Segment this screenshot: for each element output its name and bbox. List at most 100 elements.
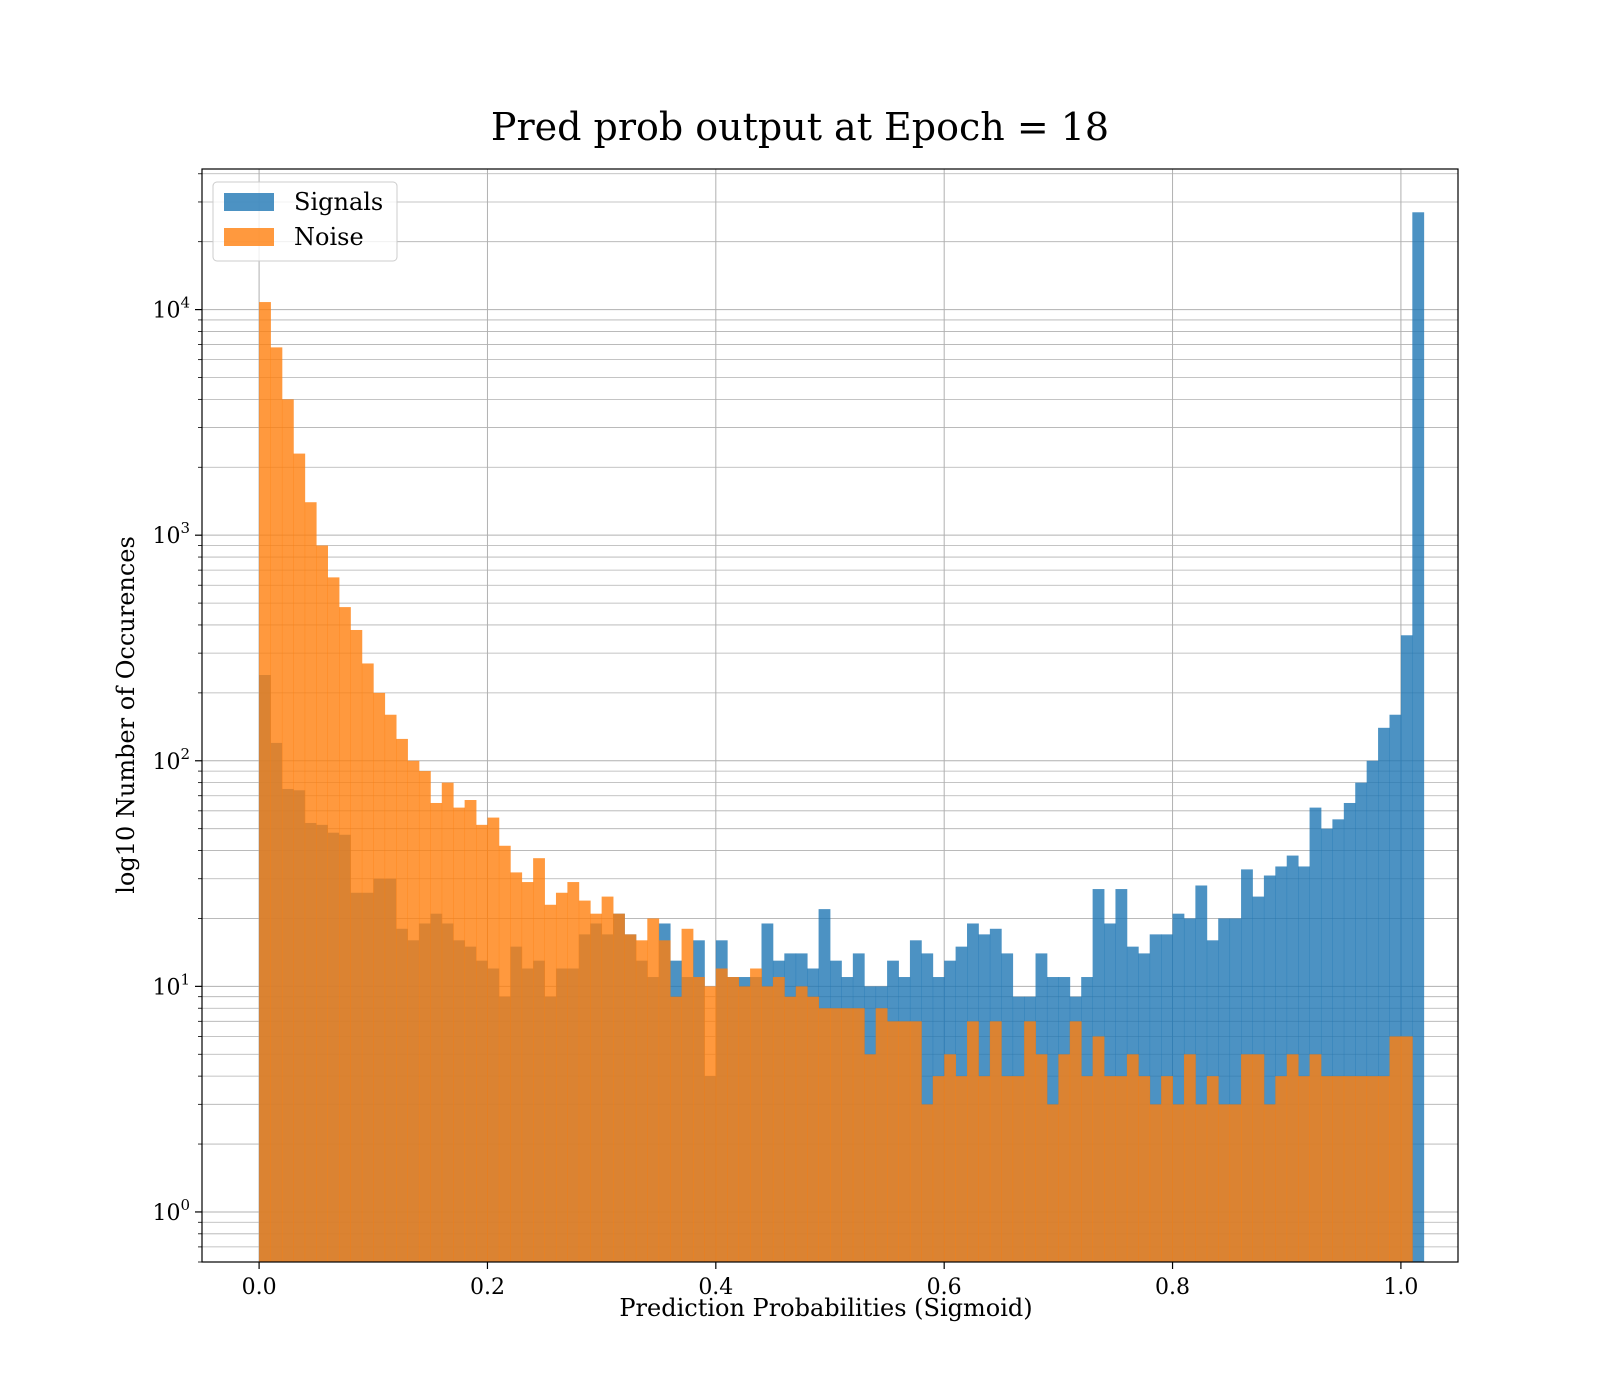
bar-noise xyxy=(978,1076,991,1262)
bar-noise xyxy=(613,913,625,1262)
bar-noise xyxy=(281,399,294,1262)
bar-noise xyxy=(738,986,751,1262)
bar-signals xyxy=(1298,866,1310,1262)
bar-noise xyxy=(864,1054,877,1262)
bar-noise xyxy=(1355,1076,1368,1262)
bar-signals xyxy=(1412,212,1425,1262)
bar-noise xyxy=(430,802,443,1262)
bar-noise xyxy=(704,986,717,1262)
bar-noise xyxy=(635,940,648,1262)
y-axis-label: log10 Number of Occurences xyxy=(112,536,140,894)
bar-noise xyxy=(1058,1054,1071,1262)
bar-noise xyxy=(1366,1076,1379,1262)
series-noise xyxy=(259,302,1413,1262)
y-tick-label: 100 xyxy=(152,1196,190,1226)
y-tick-label: 102 xyxy=(152,745,190,775)
bar-noise xyxy=(293,453,306,1262)
bar-noise xyxy=(407,760,420,1262)
bar-noise xyxy=(715,968,728,1262)
bar-noise xyxy=(1081,1076,1094,1262)
x-tick-label: 0.6 xyxy=(927,1275,962,1300)
x-tick-label: 0.0 xyxy=(242,1275,277,1300)
bar-noise xyxy=(658,940,671,1262)
bar-noise xyxy=(1332,1076,1345,1262)
bar-noise xyxy=(1035,1054,1048,1262)
bar-noise xyxy=(476,824,488,1262)
bar-noise xyxy=(453,807,466,1262)
bar-noise xyxy=(259,302,271,1262)
bar-noise xyxy=(830,1008,842,1262)
plot-frame xyxy=(201,168,1459,1263)
x-tick-label: 1.0 xyxy=(1383,1275,1418,1300)
legend-label-noise: Noise xyxy=(294,223,364,251)
bar-noise xyxy=(647,918,660,1262)
x-tick-label: 0.4 xyxy=(698,1275,733,1300)
bar-noise xyxy=(1343,1076,1356,1262)
legend: Signals Noise xyxy=(212,181,398,262)
bar-noise xyxy=(1115,1076,1128,1262)
bar-signals xyxy=(1172,913,1185,1262)
bar-noise xyxy=(1024,1021,1036,1262)
bar-signals xyxy=(1149,934,1162,1262)
bar-signals xyxy=(1309,807,1322,1262)
bar-noise xyxy=(887,1021,899,1262)
bar-noise xyxy=(487,817,500,1262)
bar-signals xyxy=(1320,828,1333,1262)
bar-signals xyxy=(1355,782,1368,1262)
bar-signals xyxy=(1343,802,1356,1262)
bar-noise xyxy=(898,1021,911,1262)
bar-noise xyxy=(784,996,797,1262)
bar-noise xyxy=(1241,1054,1253,1262)
bar-noise xyxy=(875,1008,888,1262)
bar-noise xyxy=(1400,1036,1413,1262)
bar-noise xyxy=(1320,1076,1333,1262)
bar-noise xyxy=(590,913,603,1262)
bar-noise xyxy=(1092,1036,1105,1262)
bar-noise xyxy=(578,900,591,1262)
bar-noise xyxy=(955,1076,968,1262)
bar-signals xyxy=(1332,819,1345,1262)
bar-noise xyxy=(396,738,408,1262)
bar-noise xyxy=(1138,1076,1151,1262)
bar-noise xyxy=(921,1104,934,1262)
legend-label-signals: Signals xyxy=(294,188,383,216)
bar-signals xyxy=(1229,918,1242,1262)
bar-noise xyxy=(1378,1076,1390,1262)
bar-noise xyxy=(750,968,762,1262)
bar-noise xyxy=(1046,1104,1059,1262)
bar-noise xyxy=(361,663,374,1262)
bar-signals xyxy=(1275,866,1288,1262)
bar-noise xyxy=(818,1008,831,1262)
bar-noise xyxy=(316,545,328,1262)
bar-noise xyxy=(681,928,694,1262)
bar-noise xyxy=(373,692,386,1262)
bar-signals xyxy=(1115,889,1128,1262)
bar-noise xyxy=(1252,1054,1265,1262)
legend-swatch-noise xyxy=(224,228,274,246)
bar-signals xyxy=(1400,635,1413,1262)
bar-noise xyxy=(692,977,705,1262)
bar-noise xyxy=(498,845,511,1262)
bar-noise xyxy=(1309,1054,1322,1262)
bar-noise xyxy=(544,904,557,1262)
bar-signals xyxy=(1218,918,1231,1262)
bar-noise xyxy=(1149,1104,1162,1262)
bar-noise xyxy=(441,782,454,1262)
bar-noise xyxy=(510,872,523,1262)
bar-noise xyxy=(464,800,477,1262)
bar-noise xyxy=(1183,1054,1196,1262)
bar-noise xyxy=(909,1021,922,1262)
bar-noise xyxy=(1195,1104,1208,1262)
axis-ticks: 0.0 0.2 0.4 0.6 0.8 1.0 100 101 102 103 104 xyxy=(152,173,1418,1300)
bar-noise xyxy=(350,629,363,1262)
histogram-bars xyxy=(259,212,1425,1262)
bar-noise xyxy=(967,1021,979,1262)
bar-noise xyxy=(1263,1104,1276,1262)
bar-noise xyxy=(327,577,340,1262)
bar-noise xyxy=(533,858,545,1262)
bar-noise xyxy=(1206,1076,1219,1262)
bar-noise xyxy=(1275,1076,1288,1262)
y-tick-label: 101 xyxy=(152,970,190,1000)
bar-noise xyxy=(1069,1021,1082,1262)
bar-noise xyxy=(521,882,534,1262)
